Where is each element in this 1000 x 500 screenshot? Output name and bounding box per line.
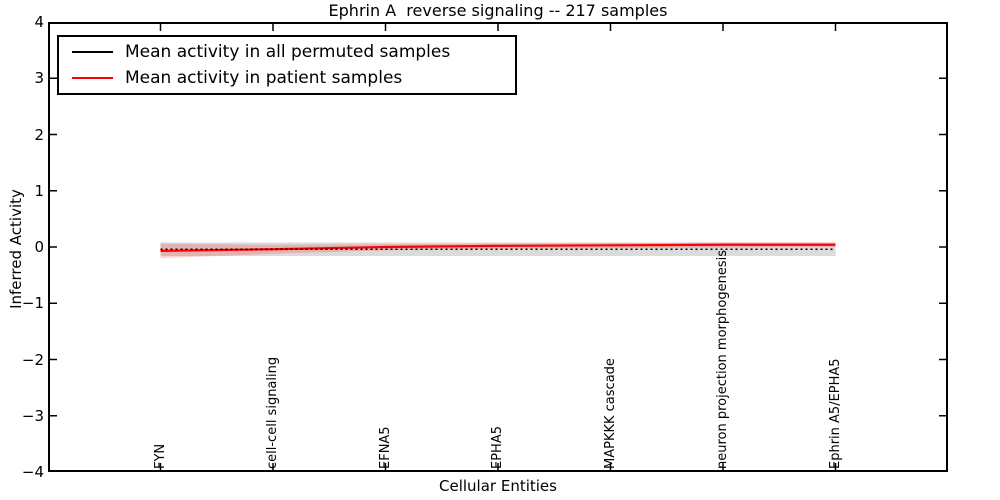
plot-area bbox=[48, 22, 948, 472]
series-line-patient bbox=[160, 243, 836, 253]
y-tick-label: −3 bbox=[21, 406, 44, 425]
legend-line-swatch-black bbox=[72, 51, 113, 53]
x-tick-label: Ephrin A5/EPHA5 bbox=[827, 358, 843, 469]
x-tick-label: FYN bbox=[152, 443, 168, 469]
legend-line-swatch-red bbox=[72, 77, 113, 79]
legend-label: Mean activity in all permuted samples bbox=[125, 42, 451, 62]
y-tick-label: 2 bbox=[34, 125, 44, 144]
x-tick-label: EFNA5 bbox=[377, 426, 393, 469]
y-tick-label: 4 bbox=[34, 13, 44, 31]
y-tick-label: −4 bbox=[21, 463, 44, 481]
legend-label: Mean activity in patient samples bbox=[125, 68, 403, 88]
y-tick-label: −1 bbox=[21, 294, 44, 313]
legend: Mean activity in all permuted samples Me… bbox=[57, 35, 517, 95]
x-tick-label: MAPKKK cascade bbox=[602, 358, 618, 469]
x-tick-label: EPHA5 bbox=[490, 426, 505, 469]
y-tick-label: 0 bbox=[34, 238, 44, 256]
x-tick-label: cell-cell signaling bbox=[265, 356, 280, 469]
legend-item-permuted: Mean activity in all permuted samples bbox=[59, 42, 515, 62]
chart-title: Ephrin A reverse signaling -- 217 sample… bbox=[328, 1, 668, 20]
y-tick-label: 1 bbox=[34, 181, 44, 200]
x-axis-label: Cellular Entities bbox=[439, 477, 557, 495]
patient-samples-spread-band bbox=[160, 242, 836, 259]
plot-frame bbox=[48, 22, 948, 472]
legend-item-patient: Mean activity in patient samples bbox=[59, 68, 515, 88]
y-tick-label: 3 bbox=[34, 69, 44, 88]
y-tick-label: −2 bbox=[21, 350, 44, 369]
x-tick-label: neuron projection morphogenesis bbox=[715, 250, 730, 469]
